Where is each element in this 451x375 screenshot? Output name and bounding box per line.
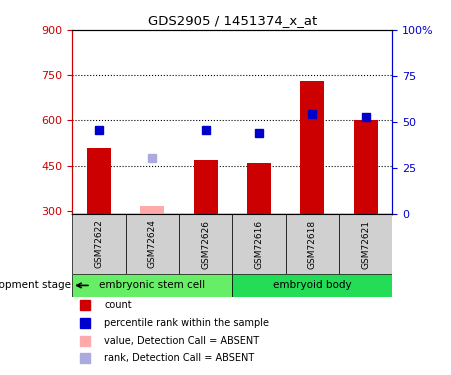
FancyBboxPatch shape	[232, 214, 285, 274]
FancyBboxPatch shape	[339, 214, 392, 274]
Text: GSM72622: GSM72622	[94, 220, 103, 268]
FancyBboxPatch shape	[125, 214, 179, 274]
Text: percentile rank within the sample: percentile rank within the sample	[104, 318, 269, 328]
Text: embryoid body: embryoid body	[273, 280, 352, 290]
Text: rank, Detection Call = ABSENT: rank, Detection Call = ABSENT	[104, 353, 254, 363]
Text: GSM72621: GSM72621	[361, 219, 370, 268]
Bar	[87, 148, 111, 214]
Bar	[193, 160, 217, 214]
FancyBboxPatch shape	[179, 214, 232, 274]
Text: GSM72616: GSM72616	[254, 219, 263, 268]
Text: GSM72618: GSM72618	[308, 219, 317, 268]
Title: GDS2905 / 1451374_x_at: GDS2905 / 1451374_x_at	[147, 15, 317, 27]
FancyBboxPatch shape	[232, 274, 392, 297]
Text: value, Detection Call = ABSENT: value, Detection Call = ABSENT	[104, 336, 259, 346]
Text: embryonic stem cell: embryonic stem cell	[99, 280, 205, 290]
Text: GSM72624: GSM72624	[148, 220, 156, 268]
FancyBboxPatch shape	[72, 274, 232, 297]
FancyBboxPatch shape	[285, 214, 339, 274]
Text: GSM72626: GSM72626	[201, 219, 210, 268]
Text: count: count	[104, 300, 132, 310]
Bar	[247, 163, 271, 214]
Bar	[354, 120, 377, 214]
Text: development stage: development stage	[0, 280, 71, 290]
FancyBboxPatch shape	[72, 214, 125, 274]
Bar	[300, 81, 324, 214]
Bar	[140, 206, 164, 214]
